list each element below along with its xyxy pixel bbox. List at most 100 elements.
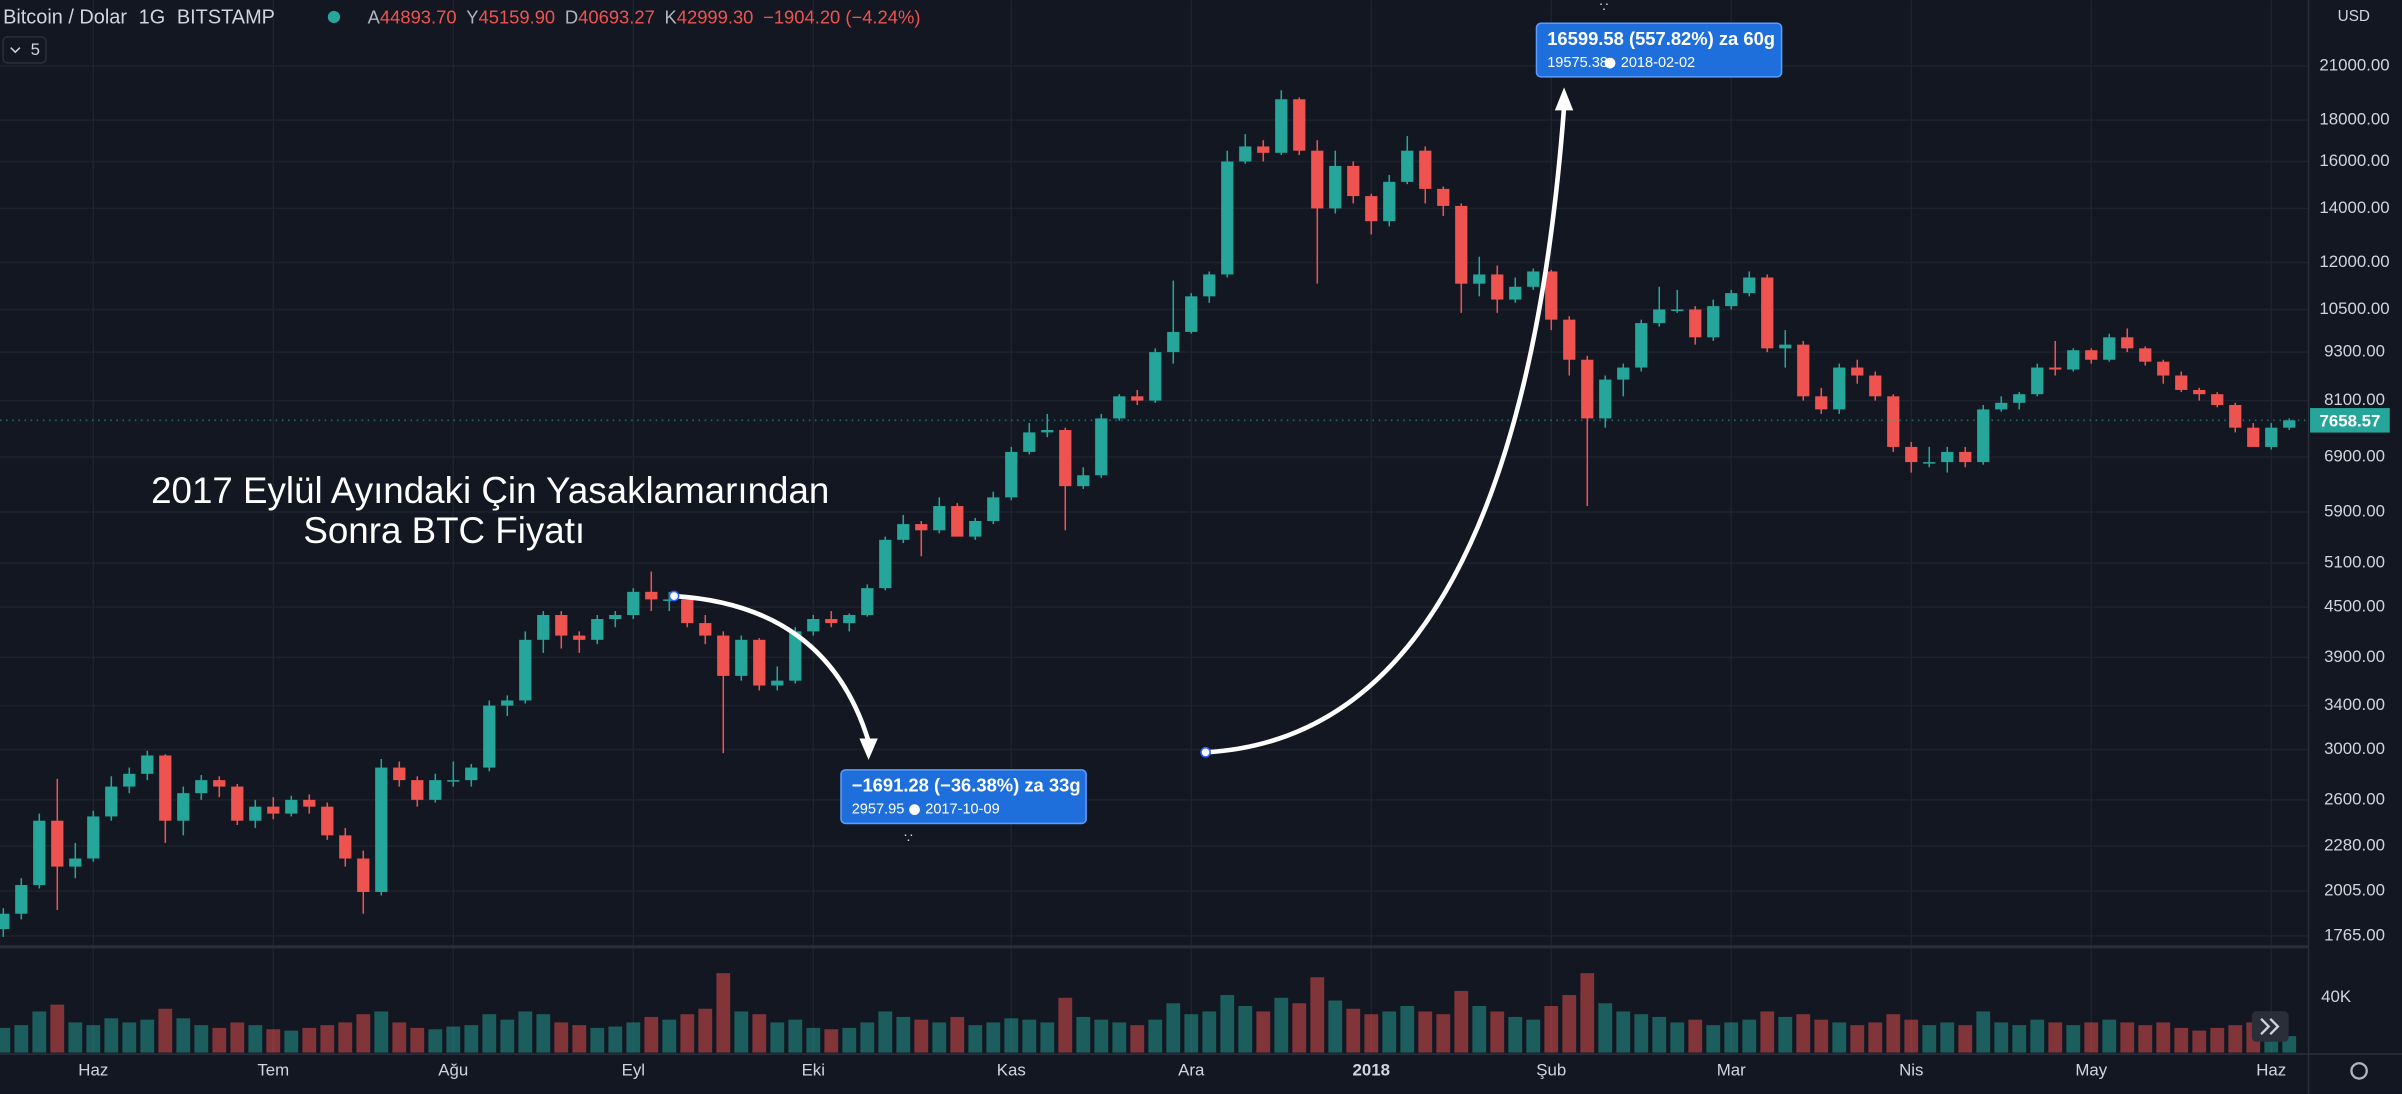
candle-body [2229, 404, 2242, 428]
chevron [10, 47, 21, 54]
volume-bar [500, 1019, 515, 1053]
volume-bar [806, 1027, 821, 1053]
y-tick-label: 3000.00 [2324, 739, 2385, 758]
candle-body [1167, 331, 1180, 353]
candle-body [375, 767, 388, 892]
y-tick-label: 14000.00 [2319, 198, 2389, 217]
settings-icon[interactable] [2350, 1062, 2368, 1080]
candle-body [573, 635, 586, 640]
volume-bar [1310, 977, 1325, 1053]
candle-body [825, 619, 838, 624]
volume-bar [824, 1029, 839, 1053]
volume-bar [752, 1014, 767, 1053]
candle-body [969, 521, 982, 537]
volume-bar [1004, 1018, 1019, 1053]
y-tick-label: 18000.00 [2319, 110, 2389, 129]
candle-body [1869, 375, 1882, 397]
x-tick-label: Mar [1717, 1060, 1746, 1079]
candle-body [2247, 427, 2260, 447]
candle-body [1041, 430, 1054, 433]
volume-bar [1778, 1016, 1793, 1053]
candle-body [267, 806, 280, 814]
measure-tooltips: −1691.28 (−36.38%) za 33g 2957.95 2017-10-… [840, 0, 1783, 845]
volume-bar [392, 1022, 407, 1053]
candle-body [2139, 348, 2152, 362]
volume-bar [1922, 1025, 1937, 1053]
volume-bar [2084, 1022, 2099, 1053]
candle-body [1221, 161, 1234, 275]
volume-bar [1436, 1014, 1451, 1053]
y-tick-label: 5100.00 [2324, 553, 2385, 572]
volume-bar [0, 1027, 11, 1053]
volume-bar [2192, 1030, 2207, 1053]
candle-body [1095, 418, 1108, 476]
volume-tick-label: 40K [2321, 987, 2352, 1006]
symbol: Bitcoin / Dolar [3, 7, 127, 29]
volume-bar [50, 1004, 65, 1053]
ohlc-label: K [665, 6, 678, 27]
candle-body [1365, 196, 1378, 222]
volume-bar [536, 1014, 551, 1053]
candle-body [735, 639, 748, 676]
candle-body [195, 780, 208, 794]
candle-body [1293, 99, 1306, 151]
candle-body [15, 885, 28, 914]
candle-body [1581, 359, 1594, 419]
candle-body [681, 599, 694, 624]
volume-bar [1130, 1025, 1145, 1053]
volume-bar [1652, 1016, 1667, 1053]
volume-bar [1670, 1022, 1685, 1053]
candle-body [1599, 379, 1612, 419]
volume-bar [572, 1025, 587, 1053]
volume-bar [1724, 1022, 1739, 1053]
volume-bar [716, 973, 731, 1053]
candle-body [987, 497, 1000, 522]
volume-bar [2102, 1019, 2117, 1053]
x-tick-label: Şub [1536, 1060, 1566, 1079]
candle-body [213, 780, 226, 787]
currency[interactable]: USD [2338, 8, 2370, 25]
candle-body [411, 780, 424, 800]
candle-body [321, 806, 334, 836]
volume-bar [1580, 973, 1595, 1053]
measure-date: 2018-02-02 [1621, 55, 1695, 71]
candle-body [843, 615, 856, 624]
volume-bar [968, 1025, 983, 1053]
ohlc-value: 40693.27 [578, 6, 655, 27]
volume-bar [266, 1029, 281, 1053]
candle-body [429, 780, 442, 800]
volume-bar [986, 1022, 1001, 1053]
last-price-label: 7658.57 [2319, 411, 2380, 430]
volume-bar [1328, 1000, 1343, 1053]
volume-bar [680, 1014, 695, 1053]
y-tick-label: 1765.00 [2324, 925, 2385, 944]
y-tick-label: 9300.00 [2324, 342, 2385, 361]
volume-bar [374, 1011, 389, 1053]
symbol-header: Bitcoin / Dolar 1G BITSTAMP [3, 7, 275, 29]
candle-body [447, 780, 460, 782]
candle-body [807, 619, 820, 632]
arrowhead [859, 738, 878, 760]
ohlc-label: A [368, 6, 381, 27]
y-tick-label: 3900.00 [2324, 647, 2385, 666]
volume-bar [2030, 1019, 2045, 1053]
candle-body [2013, 394, 2026, 403]
x-tick-label: Kas [997, 1060, 1026, 1079]
clock-icon [909, 804, 920, 816]
candle-body [501, 700, 514, 706]
y-tick-label: 5900.00 [2324, 501, 2385, 520]
candle-body [1815, 396, 1828, 410]
candle-body [591, 619, 604, 640]
volume-bar [518, 1011, 533, 1053]
candle-body [2193, 389, 2206, 395]
indicators-toggle[interactable] [2, 36, 47, 64]
y-tick-label: 10500.00 [2319, 299, 2389, 318]
candle-body [2283, 420, 2296, 428]
y-tick-label: 6900.00 [2324, 446, 2385, 465]
ohlc-label: Y [466, 6, 478, 27]
measure-date: 2017-10-09 [925, 802, 999, 818]
candle-body [2049, 367, 2062, 370]
candle-body [33, 820, 46, 886]
candle-body [1023, 432, 1036, 452]
arrow-start [668, 590, 680, 602]
